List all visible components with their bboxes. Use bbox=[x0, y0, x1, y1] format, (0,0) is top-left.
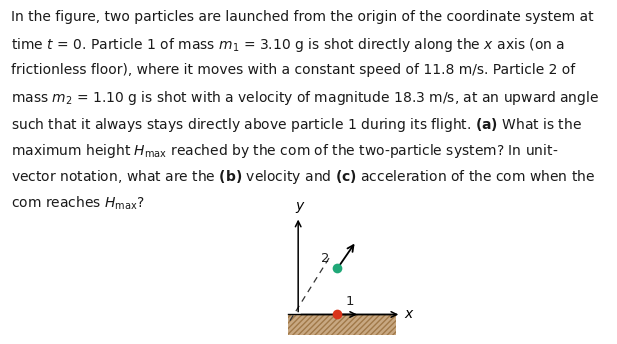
Text: time $t$ = 0. Particle 1 of mass $m_1$ = 3.10 g is shot directly along the $x$ a: time $t$ = 0. Particle 1 of mass $m_1$ =… bbox=[11, 36, 565, 54]
Text: In the figure, two particles are launched from the origin of the coordinate syst: In the figure, two particles are launche… bbox=[11, 10, 594, 24]
Text: com reaches $H_\mathrm{max}$?: com reaches $H_\mathrm{max}$? bbox=[11, 195, 145, 212]
Bar bbox=[288, 314, 396, 335]
Bar bbox=[288, 314, 396, 335]
Text: such that it always stays directly above particle 1 during its flight. $\mathbf{: such that it always stays directly above… bbox=[11, 116, 582, 133]
Text: frictionless floor), where it moves with a constant speed of 11.8 m/s. Particle : frictionless floor), where it moves with… bbox=[11, 63, 576, 77]
Text: maximum height $H_\mathrm{max}$ reached by the com of the two-particle system? I: maximum height $H_\mathrm{max}$ reached … bbox=[11, 142, 558, 160]
Text: 2: 2 bbox=[321, 252, 329, 265]
Text: $x$: $x$ bbox=[404, 308, 415, 322]
Text: mass $m_2$ = 1.10 g is shot with a velocity of magnitude 18.3 m/s, at an upward : mass $m_2$ = 1.10 g is shot with a veloc… bbox=[11, 89, 599, 107]
Text: 1: 1 bbox=[346, 295, 354, 308]
Text: $y$: $y$ bbox=[296, 200, 306, 215]
Text: vector notation, what are the $\mathbf{(b)}$ velocity and $\mathbf{(c)}$ acceler: vector notation, what are the $\mathbf{(… bbox=[11, 168, 595, 186]
